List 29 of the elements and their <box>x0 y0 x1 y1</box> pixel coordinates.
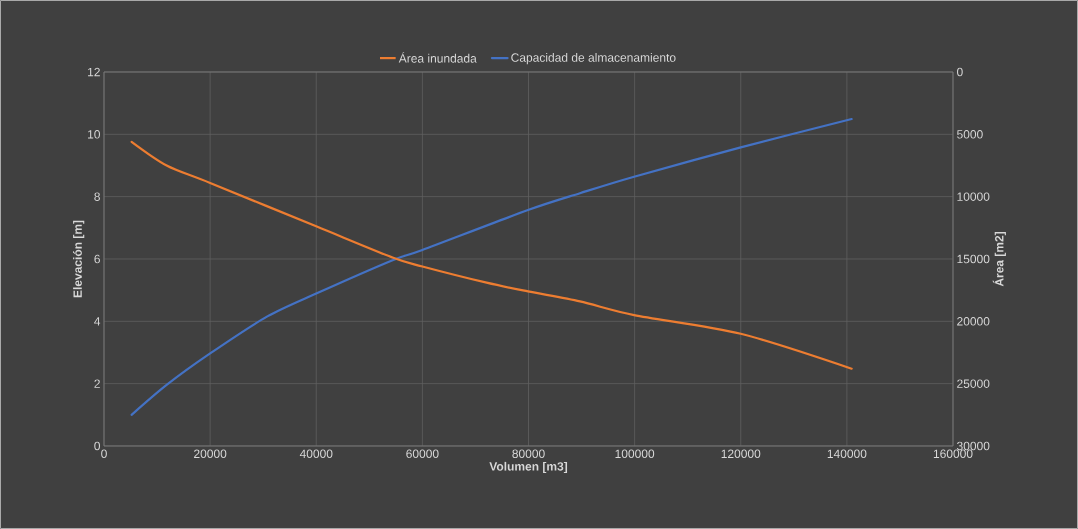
y2-axis-title: Área [m2] <box>992 232 1006 287</box>
x-axis-title: Volumen [m3] <box>489 461 568 474</box>
x-tick-label: 20000 <box>194 449 227 459</box>
x-tick-label: 40000 <box>299 449 333 459</box>
y2-tick-label: 15000 <box>957 254 990 264</box>
legend-label: Área inundada <box>398 52 477 63</box>
y2-tick-label: 10000 <box>957 192 990 201</box>
y2-tick-label: 25000 <box>957 379 990 388</box>
y-tick-label: 12 <box>88 67 100 77</box>
x-tick-label: 60000 <box>406 449 439 459</box>
line-series <box>130 117 853 416</box>
y2-tick-label: 5000 <box>957 130 983 139</box>
x-tick-label: 160000 <box>933 449 973 459</box>
y-tick-label: 2 <box>94 379 100 388</box>
line-series <box>130 140 853 370</box>
y-tick-label: 10 <box>88 130 101 139</box>
y-tick-label: 4 <box>94 317 101 326</box>
y2-tick-label: 0 <box>957 67 963 77</box>
x-tick-label: 100000 <box>615 449 655 459</box>
y-tick-label: 8 <box>94 192 100 201</box>
y-tick-label: 6 <box>94 254 100 264</box>
x-tick-label: 80000 <box>512 449 545 459</box>
x-tick-label: 140000 <box>827 449 867 459</box>
y-axis-title: Elevación [m] <box>72 220 85 298</box>
y2-tick-label: 30000 <box>956 441 990 451</box>
x-tick-label: 120000 <box>721 449 761 459</box>
y2-tick-label: 20000 <box>957 317 990 326</box>
legend-label: Capacidad de almacenamiento <box>511 53 676 65</box>
y-tick-label: 0 <box>94 441 101 451</box>
